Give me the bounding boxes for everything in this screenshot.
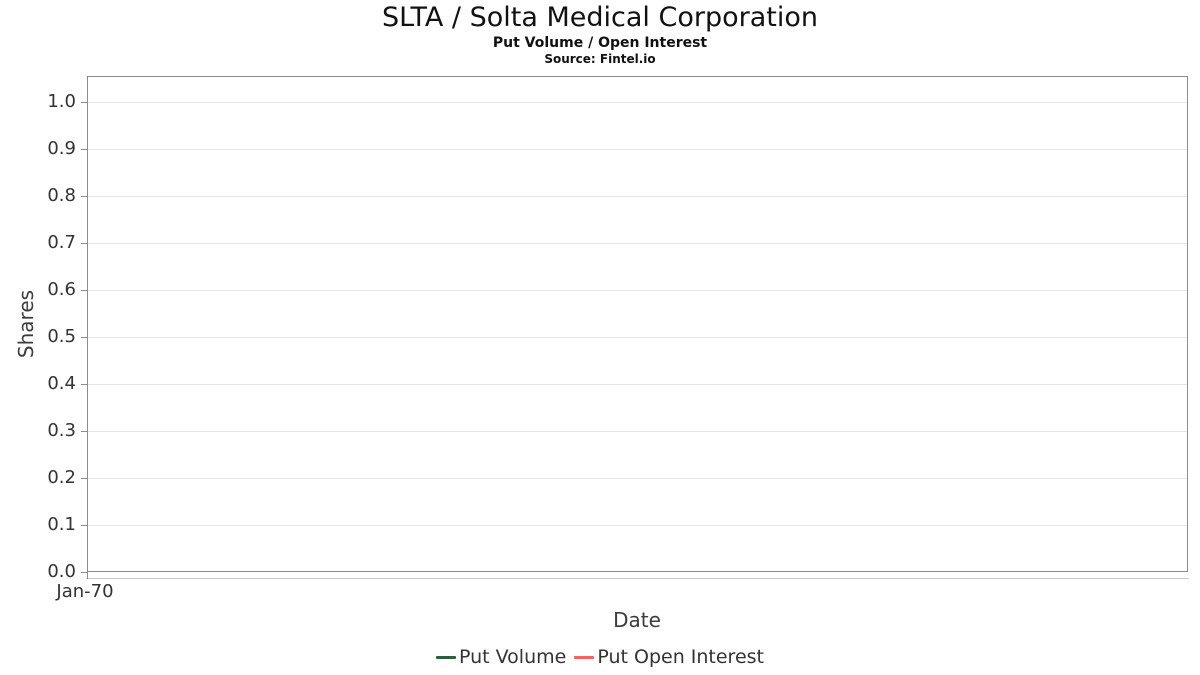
y-gridline (88, 384, 1187, 385)
x-axis-line (87, 578, 1189, 579)
y-axis-tick (81, 337, 87, 338)
y-axis-tick (81, 572, 87, 573)
y-axis-tick (81, 102, 87, 103)
x-axis-tick (87, 572, 88, 579)
y-axis-title: Shares (14, 289, 38, 359)
y-tick-label: 0.8 (47, 185, 76, 206)
y-gridline (88, 431, 1187, 432)
chart-title: SLTA / Solta Medical Corporation (382, 2, 818, 33)
y-tick-label: 0.7 (47, 232, 76, 253)
y-gridline (88, 337, 1187, 338)
y-gridline (88, 149, 1187, 150)
legend-item-label: Put Volume (459, 646, 567, 668)
x-axis-title: Date (613, 608, 661, 632)
legend-line-marker-icon (436, 655, 456, 659)
y-axis-tick (81, 290, 87, 291)
y-axis-tick (81, 525, 87, 526)
legend: Put Volume Put Open Interest (0, 646, 1200, 668)
y-tick-label: 0.9 (47, 138, 76, 159)
x-tick-label: Jan-70 (56, 581, 114, 602)
legend-item: Put Open Interest (574, 646, 764, 668)
y-axis-tick (81, 243, 87, 244)
y-tick-label: 0.3 (47, 420, 76, 441)
y-tick-label: 0.2 (47, 467, 76, 488)
y-axis-tick (81, 431, 87, 432)
y-gridline (88, 478, 1187, 479)
y-tick-label: 1.0 (47, 91, 76, 112)
y-axis-tick (81, 478, 87, 479)
y-tick-label: 0.6 (47, 279, 76, 300)
legend-item-label: Put Open Interest (597, 646, 764, 668)
y-axis-tick (81, 149, 87, 150)
y-gridline (88, 525, 1187, 526)
y-gridline (88, 290, 1187, 291)
chart-subtitle: Put Volume / Open Interest (492, 35, 708, 51)
legend-item: Put Volume (436, 646, 566, 668)
plot-area (87, 76, 1188, 572)
y-gridline (88, 196, 1187, 197)
y-gridline (88, 102, 1187, 103)
y-tick-label: 0.5 (47, 326, 76, 347)
y-gridline (88, 243, 1187, 244)
chart-source-credit: Source: Fintel.io (544, 52, 656, 66)
y-tick-label: 0.1 (47, 514, 76, 535)
y-tick-label: 0.0 (47, 561, 76, 582)
y-axis-tick (81, 384, 87, 385)
y-axis-tick (81, 196, 87, 197)
y-tick-label: 0.4 (47, 373, 76, 394)
legend-line-marker-icon (574, 655, 595, 659)
